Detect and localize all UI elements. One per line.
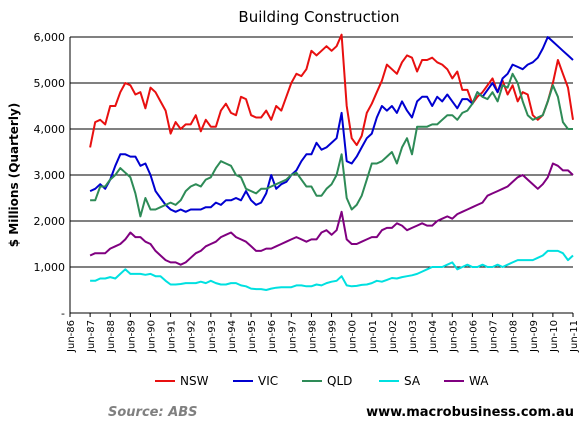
- x-tick-label: Jun-90: [146, 320, 157, 353]
- x-tick-label: Jun-88: [106, 320, 117, 353]
- legend-item-nsw: NSW: [155, 374, 209, 388]
- legend-label: SA: [404, 374, 421, 388]
- legend-item-vic: VIC: [233, 374, 278, 388]
- x-tick-label: Jun-01: [368, 320, 379, 353]
- x-tick-label: Jun-98: [307, 320, 318, 353]
- y-axis-label: $ Millions (Quarterly): [7, 103, 21, 248]
- x-axis-ticks: Jun-86 Jun-87 Jun-88 Jun-89 Jun-90 Jun-91 Jun-…: [66, 313, 580, 353]
- x-tick-label: Jun-00: [348, 320, 359, 353]
- site-url: www.macrobusiness.com.au: [366, 405, 574, 420]
- x-tick-label: Jun-96: [267, 320, 278, 353]
- axes: [69, 37, 573, 314]
- x-tick-label: Jun-11: [569, 320, 580, 353]
- y-tick-label: 3,000: [34, 169, 66, 182]
- x-tick-label: Jun-09: [529, 320, 540, 353]
- x-tick-label: Jun-10: [549, 320, 560, 353]
- y-tick-label: 1,000: [34, 261, 66, 274]
- x-tick-label: Jun-95: [247, 320, 258, 353]
- y-tick-label: 2,000: [34, 215, 66, 228]
- y-axis-ticks: - 1,000 2,000 3,000 4,000 5,000 6,000: [34, 31, 66, 320]
- legend-label: NSW: [180, 374, 209, 388]
- legend-label: WA: [469, 374, 489, 388]
- x-tick-label: Jun-89: [126, 320, 137, 353]
- y-tick-label: 6,000: [34, 31, 66, 44]
- legend-label: QLD: [327, 374, 352, 388]
- legend-item-sa: SA: [379, 374, 421, 388]
- x-tick-label: Jun-92: [187, 320, 198, 353]
- x-tick-label: Jun-99: [328, 320, 339, 353]
- x-tick-label: Jun-03: [408, 320, 419, 353]
- x-tick-label: Jun-05: [448, 320, 459, 353]
- legend-label: VIC: [258, 374, 278, 388]
- x-tick-label: Jun-91: [167, 320, 178, 353]
- source-note: Source: ABS: [108, 405, 198, 420]
- legend-item-qld: QLD: [302, 374, 352, 388]
- series-line-wa: [89, 162, 574, 266]
- series-line-qld: [90, 72, 573, 218]
- x-tick-label: Jun-04: [428, 320, 439, 353]
- series-line-vic: [89, 36, 574, 213]
- x-tick-label: Jun-93: [207, 320, 218, 353]
- series-line-nsw: [89, 33, 574, 148]
- x-tick-label: Jun-08: [509, 320, 520, 353]
- y-tick-label: -: [61, 307, 65, 320]
- x-tick-label: Jun-97: [287, 320, 298, 353]
- legend: NSW VIC QLD SA WA: [155, 374, 489, 388]
- series-line-sa: [90, 249, 574, 291]
- series-lines: [89, 33, 574, 291]
- y-tick-label: 5,000: [34, 77, 66, 90]
- x-tick-label: Jun-07: [489, 320, 500, 353]
- x-tick-label: Jun-94: [227, 320, 238, 353]
- x-tick-label: Jun-87: [86, 320, 97, 353]
- x-tick-label: Jun-06: [468, 320, 479, 353]
- legend-item-wa: WA: [444, 374, 489, 388]
- y-tick-label: 4,000: [34, 123, 66, 136]
- chart-title: Building Construction: [238, 8, 399, 26]
- x-tick-label: Jun-86: [66, 320, 77, 353]
- x-tick-label: Jun-02: [388, 320, 399, 353]
